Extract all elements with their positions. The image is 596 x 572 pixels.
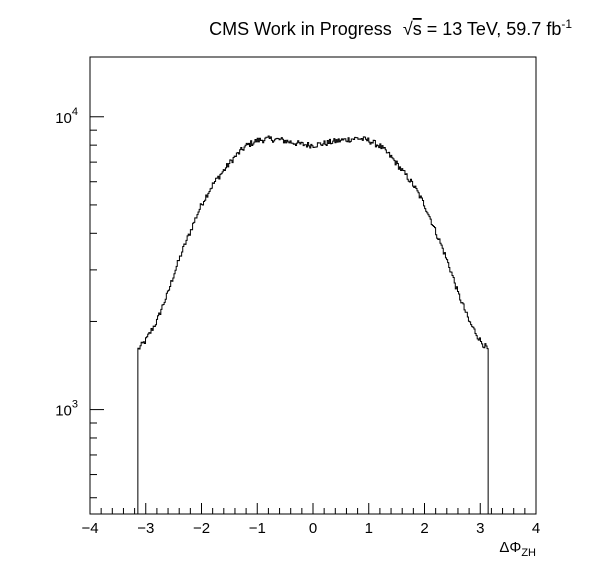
x-axis-label-subscript: ZH: [521, 547, 536, 559]
sqrt-sign: √: [403, 19, 413, 39]
title-main: CMS Work in Progress: [209, 19, 392, 39]
x-axis: −4 −3 −2 −1 0 1 2 3 4: [81, 503, 540, 537]
y-tick-label: 103: [55, 399, 78, 420]
x-axis-label-base: ΔΦ: [499, 539, 521, 556]
x-tick-label: 0: [309, 520, 317, 537]
x-tick-label: 2: [420, 520, 428, 537]
energy-variable: s: [413, 19, 422, 39]
x-tick-label: −2: [193, 520, 210, 537]
lumi-exponent: -1: [561, 17, 572, 31]
plot-frame: [89, 56, 537, 515]
x-tick-label: −4: [81, 520, 98, 537]
x-tick-label: −1: [249, 520, 266, 537]
x-axis-label: ΔΦZH: [499, 539, 536, 559]
chart-title: CMS Work in Progress √s = 13 TeV, 59.7 f…: [209, 17, 572, 39]
histogram-line: [137, 135, 489, 514]
x-tick-label: 1: [365, 520, 373, 537]
x-tick-label: −3: [137, 520, 154, 537]
y-axis: 103 104: [55, 106, 104, 499]
y-tick-label: 104: [55, 106, 78, 127]
energy-text: = 13 TeV, 59.7 fb: [422, 19, 562, 39]
x-tick-label: 3: [476, 520, 484, 537]
x-tick-label: 4: [532, 520, 540, 537]
